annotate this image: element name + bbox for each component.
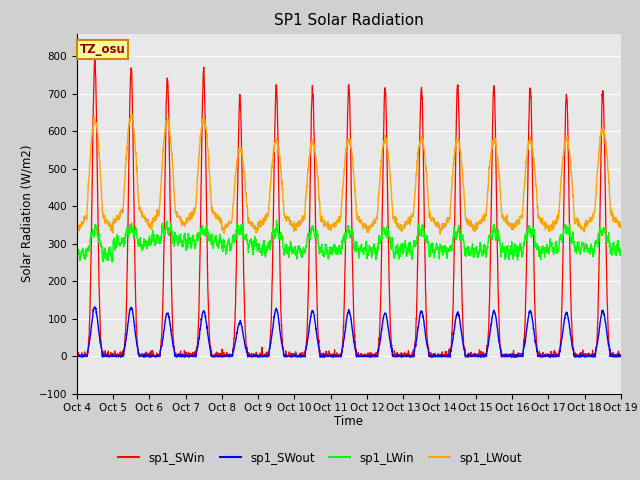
sp1_SWout [91,304,99,310]
sp1_LWin [365,248,372,254]
sp1_LWin [570,229,577,235]
sp1_LWout [584,219,592,225]
sp1_SWin [365,354,372,360]
sp1_SWout [73,353,81,359]
sp1_SWout [225,353,233,359]
sp1_SWout [570,346,577,351]
sp1_SWin [377,297,385,302]
Legend: sp1_SWin, sp1_SWout, sp1_LWin, sp1_LWout: sp1_SWin, sp1_SWout, sp1_LWin, sp1_LWout [113,447,527,469]
Line: sp1_SWin: sp1_SWin [77,57,621,357]
sp1_SWout [377,335,385,341]
sp1_LWout [225,222,232,228]
sp1_SWin [91,54,99,60]
sp1_LWout [617,224,625,229]
sp1_LWin [617,247,625,252]
X-axis label: Time: Time [334,415,364,428]
Line: sp1_LWin: sp1_LWin [77,220,621,262]
sp1_SWout [508,353,515,359]
sp1_LWin [73,251,81,257]
sp1_LWin [109,259,116,265]
sp1_LWout [508,224,515,230]
sp1_LWin [273,217,280,223]
sp1_SWout [74,353,81,359]
sp1_SWin [508,351,515,357]
sp1_LWin [508,252,515,257]
sp1_SWin [117,354,125,360]
Title: SP1 Solar Radiation: SP1 Solar Radiation [274,13,424,28]
sp1_SWin [617,353,625,359]
sp1_SWout [617,353,625,359]
sp1_SWin [225,353,233,359]
sp1_LWin [377,238,385,243]
sp1_SWin [584,352,592,358]
sp1_LWout [365,229,372,235]
Y-axis label: Solar Radiation (W/m2): Solar Radiation (W/m2) [20,145,33,282]
sp1_LWin [584,248,592,254]
sp1_LWout [376,165,384,170]
sp1_LWin [225,236,232,241]
sp1_LWout [436,231,444,237]
sp1_LWout [570,192,577,198]
Line: sp1_SWout: sp1_SWout [77,307,621,356]
sp1_SWin [570,348,577,353]
sp1_SWout [584,353,592,359]
sp1_LWout [73,227,81,232]
sp1_SWin [73,352,81,358]
Text: TZ_osu: TZ_osu [79,43,125,56]
sp1_SWout [365,353,372,359]
sp1_LWout [127,112,134,118]
Line: sp1_LWout: sp1_LWout [77,115,621,234]
